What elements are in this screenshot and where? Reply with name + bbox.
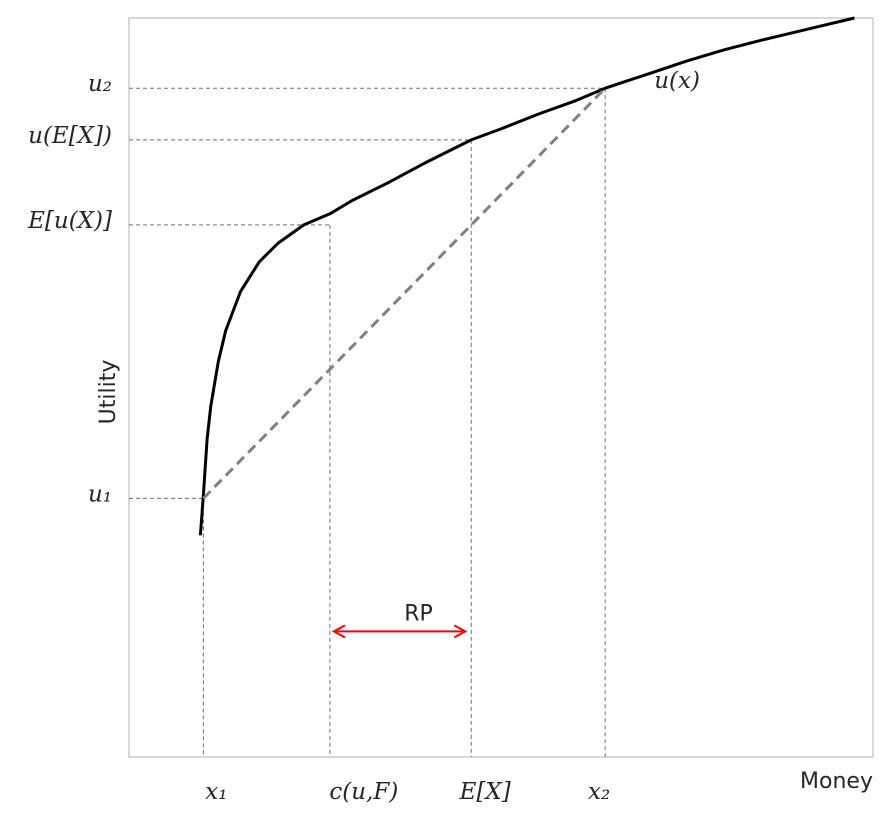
x-tick-label: x₁ [205,779,227,805]
rp-arrowhead-left [331,624,346,639]
plot-frame [128,17,874,758]
y-tick-labels: u₁ E[u(X)] u(E[X]) u₂ [27,71,112,507]
x-tick-labels: x₁ c(u,F) E[X] x₂ [205,779,610,805]
y-tick-label: u₁ [88,481,112,507]
x-tick-label: c(u,F) [329,779,398,805]
series-group [198,16,855,536]
y-tick-label: E[u(X)] [27,208,112,234]
x-tick-label: x₂ [588,779,610,805]
y-tick-label: u(E[X]) [28,123,112,149]
y-tick-label: u₂ [88,71,112,97]
y-axis-label: Utility [96,360,121,425]
guide-lines [129,87,606,757]
utility-curve [198,16,855,536]
chord-line [202,87,607,500]
annotations: RP u(x) [331,68,700,639]
curve-label: u(x) [654,68,700,94]
rp-arrowhead-right [453,624,468,639]
x-tick-label: E[X] [459,779,511,805]
x-axis-label: Money [800,769,873,794]
rp-label: RP [404,601,433,626]
